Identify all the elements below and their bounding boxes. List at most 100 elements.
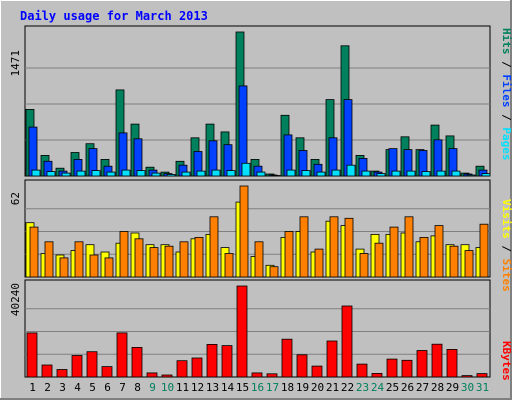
bar-kbytes-day-28 [431, 343, 443, 378]
bar-sites-day-31 [479, 223, 489, 278]
bar-pages-day-30 [466, 174, 476, 177]
x-tick-label: 15 [236, 381, 249, 394]
bar-kbytes-day-25 [386, 358, 398, 378]
bar-pages-day-5 [91, 170, 101, 177]
panel-kbytes-legend: KBytes [500, 341, 512, 381]
panel-hits-files-pages [25, 31, 491, 177]
bar-sites-day-25 [389, 226, 399, 278]
x-tick-label: 4 [74, 381, 81, 394]
bar-files-day-15 [238, 85, 248, 177]
x-tick-label: 7 [119, 381, 126, 394]
x-tick-label: 26 [401, 381, 414, 394]
bar-kbytes-day-8 [131, 346, 143, 378]
bar-pages-day-6 [106, 171, 116, 177]
x-tick-label: 28 [431, 381, 444, 394]
legend-pages: Pages [500, 127, 512, 160]
bar-sites-day-27 [419, 236, 429, 278]
bar-sites-day-7 [119, 231, 129, 278]
x-tick-label: 20 [311, 381, 324, 394]
bar-kbytes-day-21 [326, 340, 338, 378]
bar-pages-day-12 [196, 170, 206, 177]
x-tick-label: 18 [281, 381, 294, 394]
bar-sites-day-29 [449, 245, 459, 278]
bar-sites-day-13 [209, 216, 219, 278]
bar-pages-day-11 [181, 171, 191, 177]
svg-text:Hits / Files / Pages: Hits / Files / Pages [500, 28, 512, 161]
bar-kbytes-day-6 [101, 366, 113, 378]
bar-pages-day-29 [451, 170, 461, 177]
bar-sites-day-11 [179, 241, 189, 278]
bar-kbytes-day-27 [416, 350, 428, 378]
bar-pages-day-1 [31, 169, 41, 177]
bar-kbytes-day-5 [86, 351, 98, 378]
bar-files-day-28 [433, 139, 443, 177]
bar-kbytes-day-15 [236, 285, 248, 378]
bar-pages-day-22 [346, 164, 356, 177]
legend-files: Files [500, 74, 512, 107]
bar-pages-day-3 [61, 172, 71, 177]
bar-pages-day-15 [241, 162, 251, 177]
bar-kbytes-day-22 [341, 305, 353, 378]
bar-pages-day-7 [121, 169, 131, 177]
bar-sites-day-8 [134, 238, 144, 278]
bar-kbytes-day-31 [476, 373, 488, 378]
legend-visits: Visits [500, 199, 512, 239]
bar-kbytes-day-14 [221, 345, 233, 378]
bar-pages-day-14 [226, 170, 236, 177]
panel-visits-sites [25, 185, 490, 278]
x-tick-label: 25 [386, 381, 399, 394]
bar-kbytes-day-26 [401, 359, 413, 378]
x-tick-label: 14 [221, 381, 235, 394]
x-tick-label: 1 [29, 381, 36, 394]
bar-files-day-22 [343, 99, 353, 177]
panel-visits-legend: Visits / Sites [500, 199, 512, 292]
bar-sites-day-1 [29, 226, 39, 278]
x-tick-label: 12 [191, 381, 204, 394]
bar-files-day-1 [28, 126, 38, 177]
x-tick-label: 22 [341, 381, 354, 394]
bar-sites-day-23 [359, 253, 369, 278]
x-tick-label: 24 [371, 381, 385, 394]
legend-sep-3: / [500, 239, 512, 259]
bar-sites-day-16 [254, 241, 264, 278]
bar-pages-day-24 [376, 173, 386, 177]
x-tick-label: 11 [176, 381, 189, 394]
x-tick-label: 30 [461, 381, 474, 394]
bar-sites-day-19 [299, 216, 309, 278]
bar-kbytes-day-12 [191, 357, 203, 378]
panel-kbytes-max-label: 40240 [9, 283, 22, 316]
bar-pages-day-18 [286, 169, 296, 177]
bar-pages-day-28 [436, 170, 446, 177]
x-tick-label: 9 [149, 381, 156, 394]
bar-kbytes-day-7 [116, 332, 128, 378]
bar-kbytes-day-24 [371, 372, 383, 378]
x-tick-label: 17 [266, 381, 279, 394]
bar-sites-day-2 [44, 241, 54, 278]
bar-pages-day-13 [211, 169, 221, 177]
panel-hits-legend: Hits / Files / Pages [500, 28, 512, 161]
bar-kbytes-day-13 [206, 343, 218, 378]
legend-hits: Hits [500, 28, 512, 55]
bar-kbytes-day-9 [146, 372, 158, 378]
bar-kbytes-day-2 [41, 364, 53, 378]
bar-pages-day-2 [46, 171, 56, 177]
bar-kbytes-day-17 [266, 373, 278, 378]
bar-sites-day-12 [194, 236, 204, 278]
bar-kbytes-day-18 [281, 338, 293, 378]
bar-pages-day-4 [76, 170, 86, 177]
bar-pages-day-19 [301, 170, 311, 177]
bar-sites-day-4 [74, 241, 84, 278]
bar-kbytes-day-30 [461, 375, 473, 378]
bar-pages-day-9 [151, 172, 161, 177]
bar-kbytes-day-16 [251, 372, 263, 378]
x-tick-label: 27 [416, 381, 429, 394]
x-tick-label: 6 [104, 381, 111, 394]
bar-pages-day-10 [166, 174, 176, 177]
bar-sites-day-6 [104, 257, 114, 278]
x-tick-label: 5 [89, 381, 96, 394]
bar-sites-day-18 [284, 231, 294, 278]
legend-sep-2: / [500, 108, 512, 128]
x-tick-label: 31 [476, 381, 489, 394]
